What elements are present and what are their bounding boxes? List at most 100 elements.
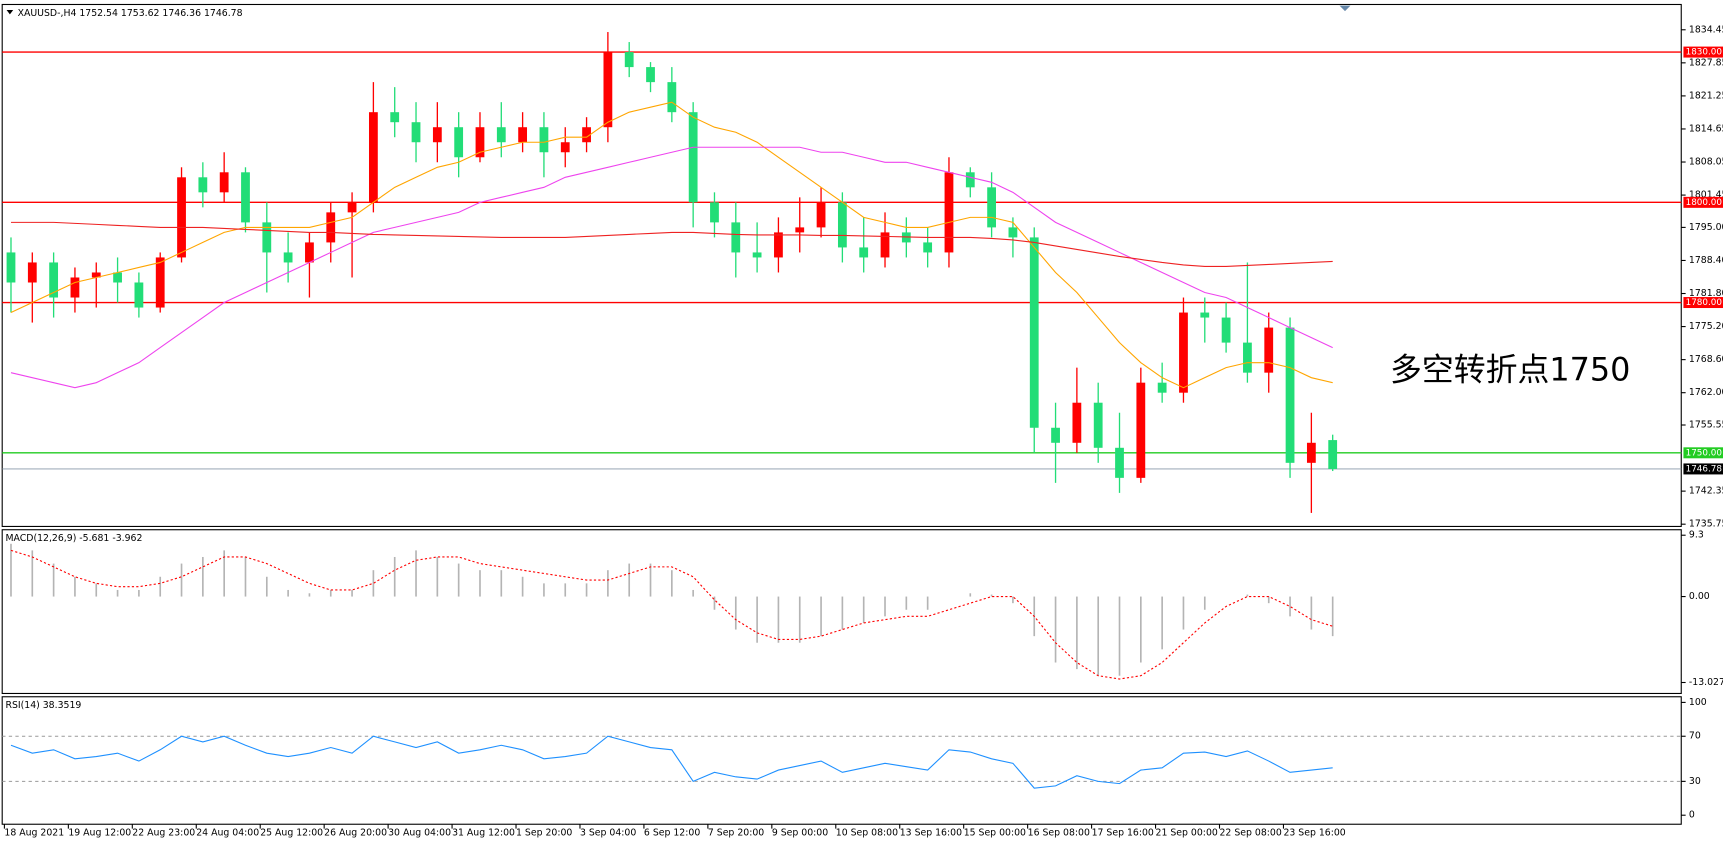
y-tick-label: 1788.40 — [1689, 255, 1723, 266]
shift-marker — [1339, 5, 1351, 12]
candle-body — [347, 202, 357, 213]
candle-body — [795, 227, 805, 233]
candle-body — [646, 67, 655, 83]
y-tick-label: 1762.00 — [1689, 387, 1723, 398]
x-tick-label: 18 Aug 2021 — [4, 828, 64, 839]
candle-body — [731, 222, 741, 253]
candle-body — [155, 257, 165, 308]
candle-body — [1115, 447, 1124, 478]
x-tick-label: 1 Sep 20:00 — [516, 828, 572, 839]
candle-body — [496, 127, 506, 143]
candle-body — [1221, 317, 1231, 343]
candle-body — [134, 282, 144, 308]
candle-body — [816, 202, 826, 228]
menu-arrow[interactable] — [6, 9, 14, 15]
candle-body — [91, 272, 101, 278]
candle-body — [603, 52, 613, 128]
rsi-panel — [1, 696, 1682, 825]
x-tick-label: 26 Aug 20:00 — [324, 828, 387, 839]
candle-body — [837, 202, 847, 248]
level-tag — [1683, 297, 1723, 309]
rsi-line — [10, 735, 1333, 789]
candle-body — [1051, 427, 1060, 443]
level-tag-label: 1750.00 — [1686, 448, 1722, 458]
candle-body — [1072, 402, 1082, 443]
candle-body — [1157, 382, 1167, 393]
candle-body — [624, 52, 634, 68]
x-tick-label: 17 Sep 16:00 — [1092, 828, 1154, 839]
x-tick-label: 6 Sep 12:00 — [644, 828, 700, 839]
candle-body — [1328, 440, 1338, 469]
candle-body — [1200, 312, 1210, 318]
candle-body — [177, 177, 186, 258]
y-tick-label: 100 — [1689, 697, 1707, 708]
macd-panel — [1, 529, 1682, 695]
x-tick-label: 22 Aug 23:00 — [132, 828, 195, 839]
candle-body — [965, 172, 975, 188]
y-tick-label: 1801.45 — [1689, 190, 1723, 201]
candle-body — [432, 127, 442, 143]
x-tick-label: 3 Sep 04:00 — [580, 828, 636, 839]
candle-body — [1136, 382, 1146, 478]
moving-average — [10, 101, 1333, 389]
candle-body — [1179, 312, 1188, 393]
y-tick-label: 1775.20 — [1689, 321, 1723, 332]
candle-body — [70, 277, 80, 298]
candle-body — [518, 127, 528, 143]
signal-line — [10, 549, 1333, 680]
candle-body — [283, 252, 293, 263]
price-title: XAUUSD-,H4 1752.54 1753.62 1746.36 1746.… — [18, 8, 243, 19]
y-tick-label: 1755.55 — [1689, 420, 1723, 431]
candle-body — [326, 212, 336, 243]
x-tick-label: 16 Sep 08:00 — [1028, 828, 1090, 839]
candle-body — [560, 142, 570, 153]
x-tick-label: 10 Sep 08:00 — [836, 828, 898, 839]
y-tick-label: 1827.85 — [1689, 57, 1723, 68]
candle-body — [241, 172, 250, 223]
candle-body — [880, 232, 890, 258]
y-tick-label: 1781.80 — [1689, 288, 1723, 299]
y-tick-label: 1768.60 — [1689, 354, 1723, 365]
y-tick-label: 1795.00 — [1689, 222, 1723, 233]
y-tick-label: 1742.35 — [1689, 486, 1723, 497]
candle-body — [987, 187, 996, 228]
y-tick-label: 1814.65 — [1689, 123, 1723, 134]
x-tick-label: 31 Aug 12:00 — [452, 828, 515, 839]
candle-body — [368, 112, 378, 203]
x-tick-label: 30 Aug 04:00 — [388, 828, 451, 839]
x-tick-label: 9 Sep 00:00 — [772, 828, 828, 839]
candle-body — [454, 127, 464, 158]
x-tick-label: 25 Aug 12:00 — [260, 828, 323, 839]
level-tag-label: 1780.00 — [1686, 298, 1722, 308]
y-tick-label: 1735.75 — [1689, 519, 1723, 530]
candle-body — [219, 172, 229, 193]
x-tick-label: 13 Sep 16:00 — [900, 828, 962, 839]
x-tick-label: 22 Sep 08:00 — [1220, 828, 1282, 839]
y-tick-label: 0 — [1689, 810, 1695, 821]
candle-body — [667, 82, 677, 113]
candle-body — [774, 232, 783, 258]
annotation: 多空转折点1750 — [1390, 351, 1630, 389]
candle-body — [944, 172, 954, 253]
level-tag — [1683, 447, 1723, 459]
y-tick-label: 0.00 — [1689, 591, 1710, 602]
candle-body — [198, 177, 208, 193]
y-tick-label: 1821.25 — [1689, 90, 1723, 101]
candle-body — [1264, 327, 1274, 373]
candle-body — [27, 262, 37, 283]
price-tag-label: 1746.78 — [1686, 464, 1722, 474]
candle-body — [539, 127, 549, 153]
candle-body — [113, 272, 122, 283]
candle-body — [1285, 327, 1295, 463]
candle-body — [1008, 227, 1018, 238]
y-tick-label: 9.3 — [1689, 530, 1704, 541]
candle-body — [859, 247, 869, 258]
candle-body — [305, 242, 314, 263]
candle-body — [752, 252, 762, 258]
candle-body — [1093, 402, 1103, 448]
moving-average — [10, 221, 1333, 268]
rsi-title: RSI(14) 38.3519 — [5, 700, 81, 711]
y-tick-label: 1808.05 — [1689, 157, 1723, 168]
x-tick-label: 19 Aug 12:00 — [68, 828, 131, 839]
